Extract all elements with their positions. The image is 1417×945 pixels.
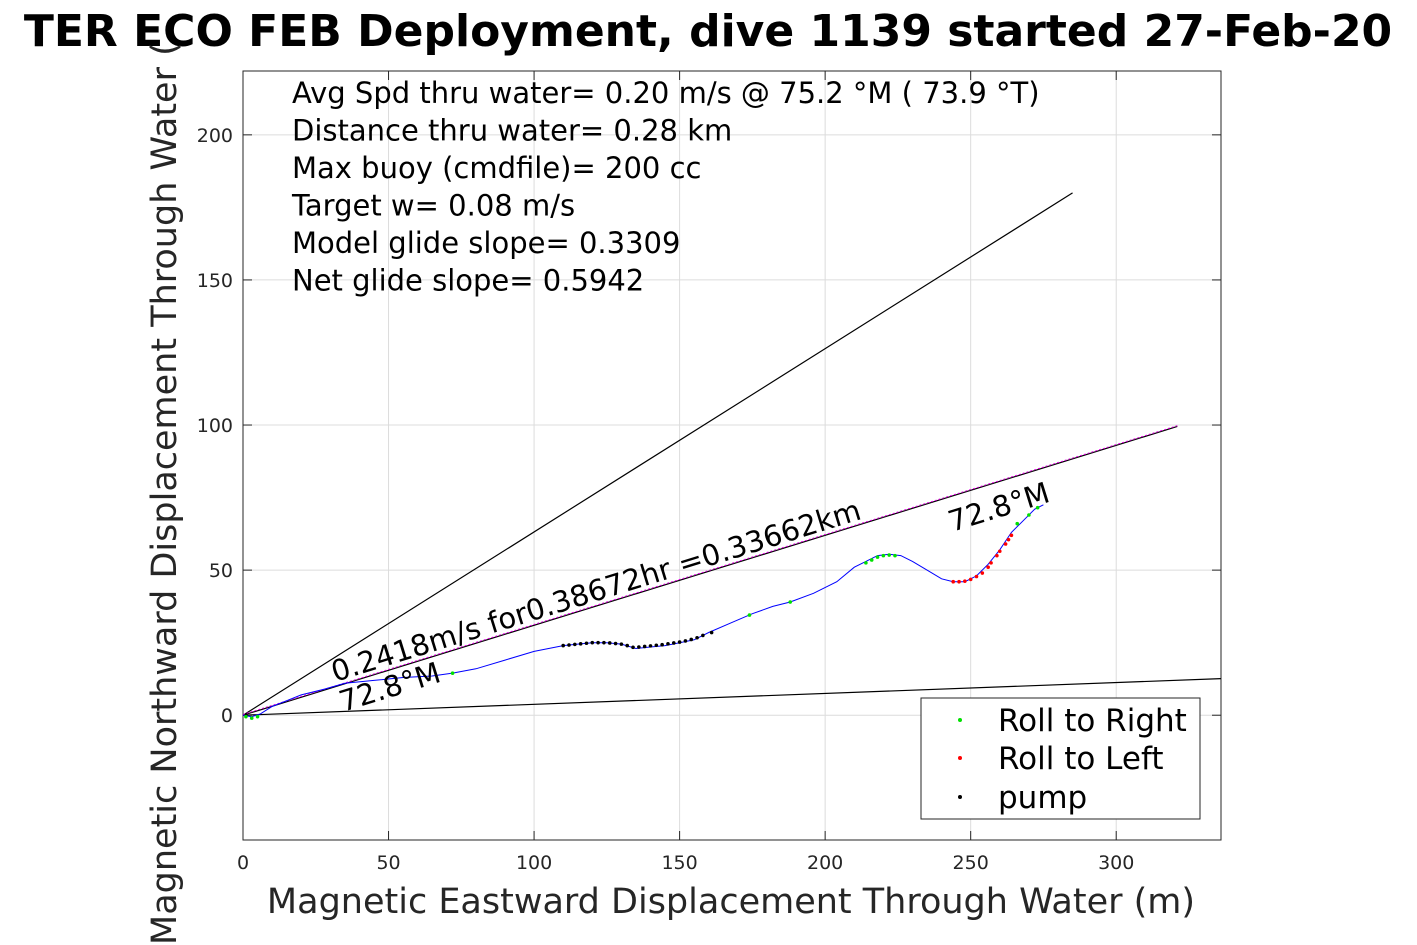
- marker-pump: [689, 637, 694, 642]
- marker-roll-to-left: [986, 565, 990, 570]
- marker-roll-to-left: [968, 577, 973, 582]
- current-vector-line: [242, 425, 1178, 716]
- y-tick-label: 200: [197, 125, 233, 147]
- marker-pump: [654, 643, 659, 648]
- current-vector-overlay: [242, 425, 1178, 715]
- marker-pump: [631, 645, 635, 650]
- marker-pump: [567, 643, 571, 647]
- legend-label-pump: pump: [998, 780, 1087, 816]
- y-tick-label: 50: [209, 560, 233, 582]
- upper-bound-line: [242, 192, 1073, 716]
- marker-pump: [625, 643, 630, 648]
- lower-bound-line: [242, 678, 1222, 716]
- grid: [242, 71, 1221, 840]
- markers: [244, 505, 1040, 720]
- x-tick-label: 0: [237, 852, 249, 874]
- marker-roll-to-left: [989, 561, 993, 565]
- legend: Roll to Right Roll to Left pump: [920, 697, 1201, 820]
- legend-label-roll-left: Roll to Left: [998, 741, 1164, 777]
- marker-pump: [709, 630, 714, 635]
- marker-pump: [695, 635, 699, 640]
- marker-roll-to-right: [881, 553, 886, 558]
- chart-title: TER ECO FEB Deployment, dive 1139 starte…: [24, 6, 1392, 57]
- marker-roll-to-right: [249, 716, 254, 720]
- annotation-line: Target w= 0.08 m/s: [291, 189, 575, 223]
- marker-roll-to-left: [957, 579, 961, 584]
- marker-pump: [660, 642, 664, 647]
- annotation-line: Avg Spd thru water= 0.20 m/s @ 75.2 °M (…: [292, 76, 1040, 110]
- annotation-block: Avg Spd thru water= 0.20 m/s @ 75.2 °M (…: [291, 76, 1040, 298]
- marker-pump: [671, 641, 676, 645]
- marker-roll-to-left: [1009, 533, 1014, 538]
- y-tick-label: 150: [197, 270, 233, 292]
- marker-roll-to-right: [864, 561, 868, 565]
- marker-pump: [561, 643, 565, 648]
- marker-roll-to-right: [869, 558, 874, 562]
- marker-roll-to-right: [1027, 513, 1031, 517]
- marker-pump: [573, 642, 577, 647]
- x-tick-label: 100: [516, 852, 552, 874]
- marker-pump: [642, 644, 647, 649]
- marker-roll-to-left: [951, 579, 956, 584]
- y-tick-label: 100: [197, 415, 233, 437]
- marker-roll-to-left: [995, 553, 999, 558]
- marker-roll-to-right: [788, 600, 793, 604]
- marker-roll-to-right: [244, 714, 248, 719]
- marker-roll-to-right: [1015, 521, 1020, 526]
- legend-label-roll-right: Roll to Right: [998, 703, 1187, 739]
- plot-frame: [242, 70, 1222, 841]
- marker-roll-to-left: [963, 579, 967, 583]
- annotation-line: Max buoy (cmdfile)= 200 cc: [292, 151, 701, 185]
- ticks: 0 50 100 150 200 250 300 0 50 100 150 200: [197, 71, 1221, 874]
- marker-pump: [683, 639, 688, 643]
- marker-pump: [666, 642, 670, 646]
- legend-marker-roll-left: [958, 756, 962, 760]
- marker-roll-to-left: [1003, 542, 1008, 546]
- marker-roll-to-right: [893, 553, 897, 558]
- marker-pump: [648, 644, 653, 648]
- heading-label-end: 72.8°M: [944, 475, 1053, 538]
- marker-roll-to-right: [747, 613, 752, 617]
- annotation-line: Model glide slope= 0.3309: [292, 226, 680, 260]
- marker-roll-to-right: [887, 553, 891, 557]
- marker-pump: [584, 641, 589, 646]
- current-label: 0.2418m/s for0.38672hr =0.33662km: [327, 493, 865, 689]
- marker-roll-to-left: [997, 549, 1002, 554]
- marker-roll-to-right: [1035, 505, 1040, 510]
- marker-roll-to-left: [980, 571, 985, 575]
- marker-pump: [607, 641, 612, 645]
- legend-marker-roll-right: [958, 718, 962, 722]
- y-tick-label: 0: [221, 705, 233, 727]
- marker-pump: [619, 642, 624, 646]
- marker-pump: [613, 641, 618, 646]
- x-tick-label: 300: [1098, 852, 1134, 874]
- marker-roll-to-left: [974, 574, 979, 579]
- x-tick-label: 250: [953, 852, 989, 874]
- legend-box: [920, 697, 1201, 820]
- marker-pump: [602, 640, 606, 645]
- marker-pump: [590, 640, 595, 645]
- marker-roll-to-right: [255, 714, 260, 719]
- marker-pump: [596, 640, 600, 645]
- y-axis-label: Magnetic Northward Displacement Through …: [145, 42, 185, 945]
- x-tick-label: 200: [807, 852, 843, 874]
- marker-roll-to-left: [1006, 537, 1011, 542]
- annotation-line: Net glide slope= 0.5942: [292, 264, 644, 298]
- marker-pump: [701, 633, 705, 638]
- x-tick-label: 50: [376, 852, 400, 874]
- annotation-line: Distance thru water= 0.28 km: [292, 114, 732, 148]
- legend-marker-pump: [958, 795, 962, 799]
- marker-pump: [637, 645, 641, 649]
- marker-roll-to-right: [450, 671, 455, 675]
- x-tick-label: 150: [661, 852, 697, 874]
- marker-pump: [578, 642, 583, 646]
- marker-pump: [677, 640, 682, 644]
- marker-roll-to-right: [875, 555, 880, 559]
- reference-lines: [242, 192, 1222, 716]
- x-axis-label: Magnetic Eastward Displacement Through W…: [267, 882, 1195, 922]
